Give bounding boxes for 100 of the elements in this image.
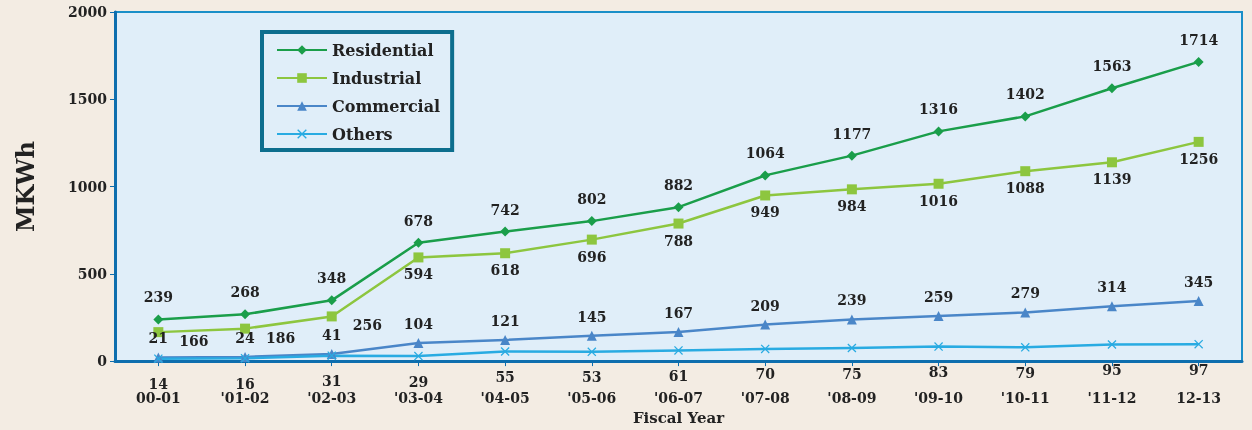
data-label: 186 (266, 329, 296, 346)
data-label: 21 (148, 330, 169, 347)
data-label: 24 (235, 329, 256, 346)
legend-label: Residential (332, 40, 434, 60)
point (933, 126, 944, 137)
point (413, 351, 423, 361)
point (413, 337, 424, 348)
x-tick-label: '01-02 (220, 390, 270, 407)
point (1193, 136, 1204, 147)
legend-label: Commercial (332, 96, 441, 116)
data-label: 53 (582, 369, 602, 386)
data-label: 1064 (745, 145, 785, 162)
data-label: 1256 (1179, 150, 1219, 167)
data-label: 31 (321, 373, 342, 390)
data-label: 1016 (919, 192, 959, 209)
data-label: 41 (321, 326, 342, 343)
data-label: 984 (837, 198, 867, 215)
data-label: 678 (403, 212, 434, 229)
point (846, 314, 857, 325)
x-tick-label: '09-10 (914, 390, 964, 407)
data-label: 14 (148, 376, 169, 393)
data-label: 345 (1184, 273, 1214, 290)
point (673, 326, 684, 337)
point (240, 309, 251, 320)
point (1106, 157, 1117, 168)
data-label: 1714 (1179, 31, 1219, 48)
data-label: 79 (1015, 364, 1036, 381)
point (760, 319, 771, 330)
point (500, 226, 511, 237)
point (1193, 56, 1204, 67)
point (1106, 301, 1117, 312)
data-label: 239 (837, 292, 867, 309)
point (586, 330, 597, 341)
data-label: 259 (923, 288, 954, 305)
point (153, 314, 164, 325)
data-label: 239 (143, 289, 173, 306)
point (500, 334, 511, 345)
point (933, 178, 944, 189)
x-tick-label: '07-08 (740, 390, 790, 407)
data-label: 802 (577, 191, 607, 208)
data-label: 1088 (1005, 180, 1045, 197)
x-tick-label: '08-09 (827, 390, 877, 407)
legend-label: Others (332, 124, 393, 144)
y-tick-label: 2000 (68, 4, 108, 20)
point (1020, 111, 1031, 122)
x-tick-label: '10-11 (1000, 390, 1050, 407)
y-tick-label: 0 (97, 353, 108, 370)
data-label: 314 (1097, 279, 1127, 296)
data-label: 788 (663, 232, 694, 249)
data-label: 95 (1102, 362, 1122, 379)
x-tick-label: '02-03 (307, 390, 357, 407)
data-label: 1402 (1005, 86, 1045, 103)
point (500, 347, 510, 356)
y-tick-label: 500 (77, 265, 108, 282)
point (326, 311, 337, 322)
point (413, 252, 424, 263)
x-tick-label: '03-04 (393, 390, 444, 407)
point (413, 237, 424, 248)
point (933, 310, 944, 321)
data-label: 1316 (919, 101, 959, 118)
point (1020, 307, 1031, 318)
data-label: 742 (490, 201, 520, 218)
x-tick-label: '05-06 (567, 390, 617, 407)
data-label: 594 (403, 266, 434, 283)
point (500, 248, 511, 259)
data-label: 70 (755, 366, 776, 383)
point (846, 150, 857, 161)
point (847, 343, 857, 353)
data-label: 279 (1010, 285, 1040, 302)
point (326, 295, 337, 306)
data-label: 97 (1188, 361, 1209, 378)
point (1106, 83, 1117, 94)
y-tick-label: 1000 (68, 178, 108, 195)
x-axis-title: Fiscal Year (632, 408, 726, 427)
point (586, 234, 597, 245)
data-label: 104 (403, 315, 434, 332)
data-label: 949 (750, 204, 780, 221)
data-label: 268 (230, 284, 260, 301)
data-label: 882 (663, 177, 694, 194)
data-label: 1563 (1092, 58, 1132, 75)
data-label: 83 (928, 364, 949, 381)
data-label: 256 (352, 317, 382, 334)
data-label: 16 (235, 375, 255, 392)
data-label: 696 (577, 248, 607, 265)
point (1020, 166, 1031, 177)
point (673, 218, 684, 229)
point (1193, 295, 1204, 306)
y-tick-label: 1500 (68, 91, 108, 108)
data-label: 209 (750, 297, 780, 314)
data-label: 348 (317, 270, 347, 287)
x-tick-label: '11-12 (1087, 390, 1137, 407)
point (760, 190, 771, 201)
point (673, 202, 684, 213)
x-tick-label: 12-13 (1176, 390, 1222, 407)
legend-label: Industrial (332, 68, 422, 88)
data-label: 55 (495, 369, 515, 385)
data-label: 1177 (832, 125, 872, 142)
data-label: 618 (490, 262, 520, 279)
data-label: 29 (408, 373, 429, 390)
x-tick-label: '04-05 (480, 390, 530, 407)
